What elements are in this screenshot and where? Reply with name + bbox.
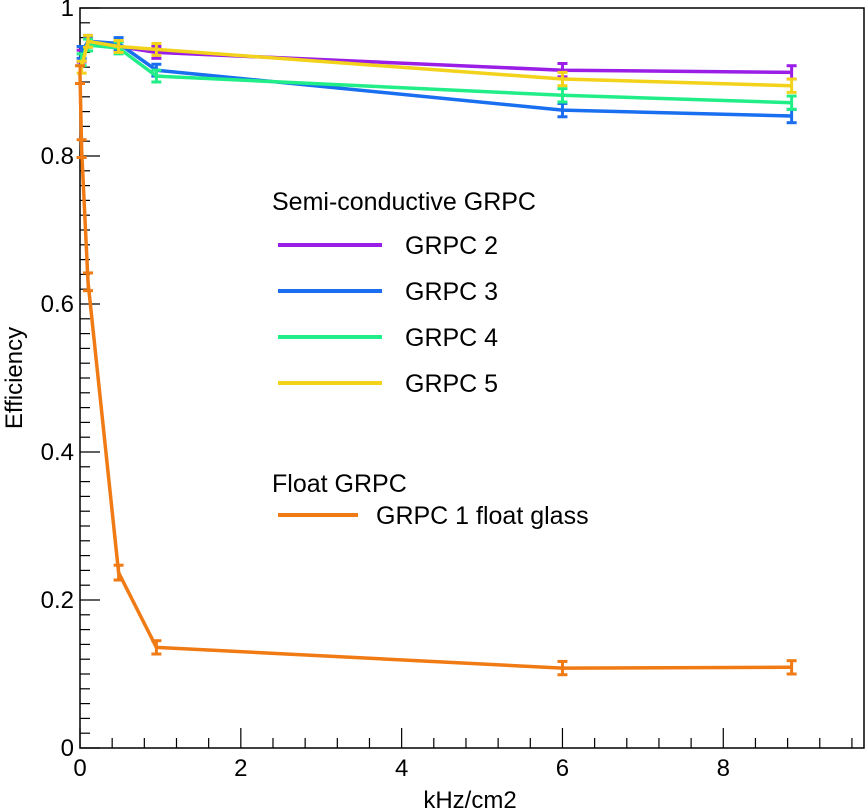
- data-point: [557, 87, 568, 104]
- legend-label: GRPC 1 float glass: [376, 502, 589, 530]
- data-point: [786, 659, 797, 676]
- data-point: [151, 639, 162, 656]
- y-tick-label: 0.8: [41, 143, 74, 170]
- y-axis-label: Efficiency: [1, 327, 28, 429]
- data-point: [786, 77, 797, 94]
- x-tick-label: 2: [234, 755, 247, 782]
- legend-title: Float GRPC: [272, 470, 407, 498]
- axis-ticks: 0 2 4 6 8 0 0.2 0.4 0.6 0.8 1: [41, 0, 853, 782]
- data-point: [113, 563, 124, 582]
- x-tick-label: 6: [556, 755, 569, 782]
- legend-label: GRPC 3: [405, 278, 498, 306]
- series-grpc-5: [76, 33, 797, 94]
- legend-label: GRPC 2: [405, 232, 498, 260]
- data-point: [113, 39, 124, 54]
- legend-title: Semi-conductive GRPC: [272, 188, 536, 216]
- series-line: [79, 39, 792, 75]
- y-tick-label: 1: [61, 0, 74, 22]
- series-grpc-1-float-glass: [75, 64, 797, 677]
- legend-label: GRPC 4: [405, 324, 498, 352]
- legend-label: GRPC 5: [405, 370, 498, 398]
- data-point: [151, 68, 162, 84]
- data-point: [557, 70, 568, 88]
- data-point: [83, 33, 94, 49]
- data-point: [76, 138, 87, 159]
- x-axis-label: kHz/cm2: [423, 787, 516, 811]
- legend-box-float: [255, 460, 720, 530]
- y-tick-label: 0.4: [41, 439, 74, 466]
- legend: Semi-conductive GRPC GRPC 2 GRPC 3 GRPC 4 GR…: [255, 172, 720, 530]
- data-point: [151, 42, 162, 57]
- y-tick-label: 0: [61, 735, 74, 762]
- y-tick-label: 0.6: [41, 291, 74, 318]
- y-tick-label: 0.2: [41, 587, 74, 614]
- data-point: [75, 64, 85, 85]
- series-group: [75, 33, 797, 677]
- x-tick-label: 8: [717, 755, 730, 782]
- data-point: [786, 94, 797, 111]
- data-point: [83, 271, 94, 293]
- x-tick-label: 0: [73, 755, 86, 782]
- x-tick-label: 4: [395, 755, 408, 782]
- data-point: [557, 659, 568, 677]
